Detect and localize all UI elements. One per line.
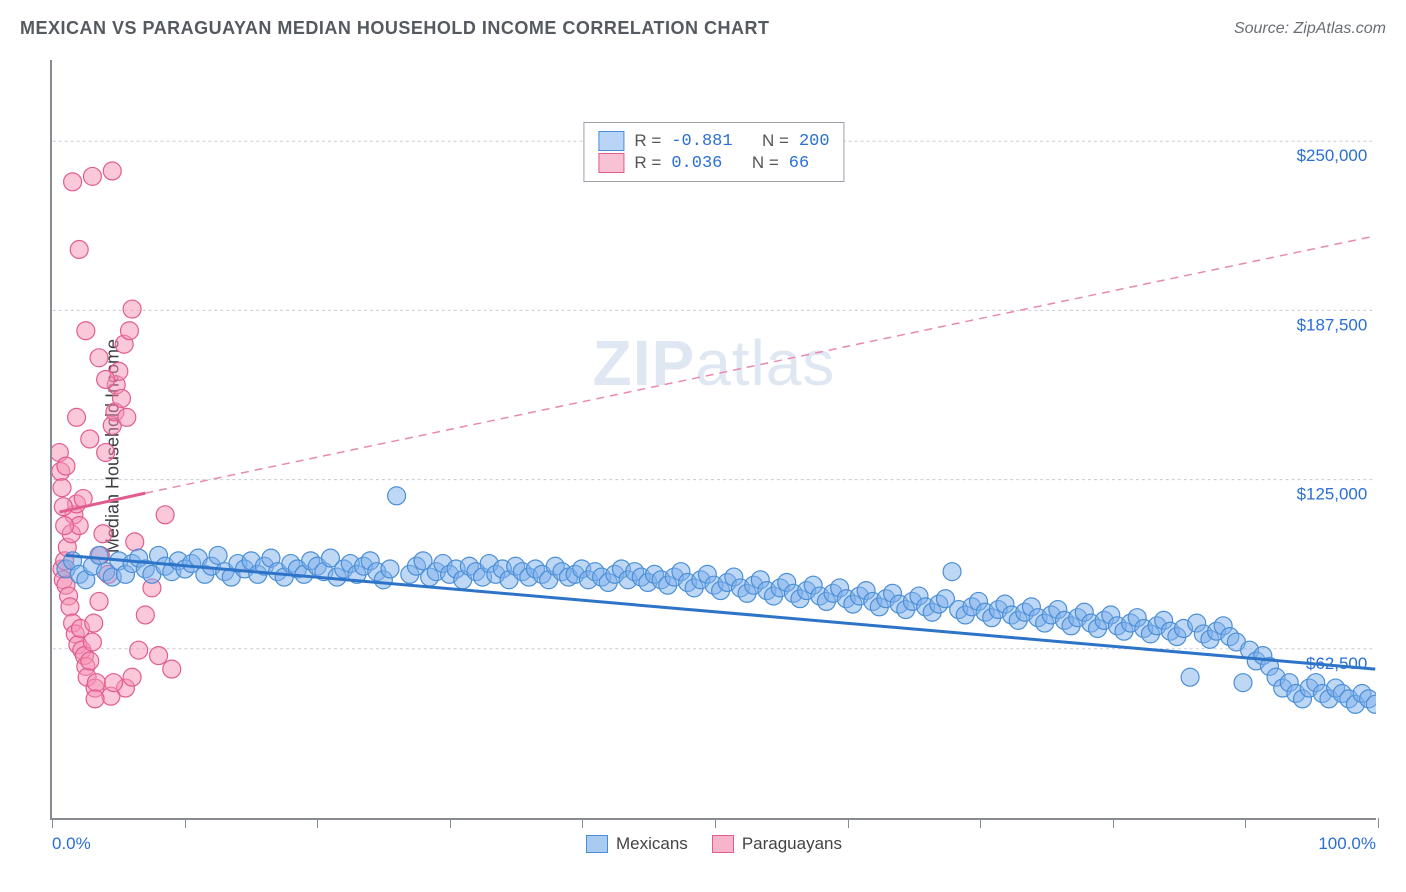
data-point	[64, 173, 82, 191]
x-tick	[715, 818, 716, 828]
chart-title: MEXICAN VS PARAGUAYAN MEDIAN HOUSEHOLD I…	[20, 18, 770, 39]
r-label: R =	[634, 131, 661, 151]
trend-line	[145, 236, 1375, 493]
data-point	[1181, 668, 1199, 686]
x-tick	[980, 818, 981, 828]
legend-swatch	[598, 131, 624, 151]
correlation-legend: R = -0.881 N = 200 R = 0.036 N = 66	[583, 122, 844, 182]
data-point	[83, 167, 101, 185]
data-point	[209, 546, 227, 564]
legend-row: R = -0.881 N = 200	[598, 131, 829, 151]
source-label: Source: ZipAtlas.com	[1234, 20, 1386, 38]
data-point	[61, 598, 79, 616]
data-point	[85, 614, 103, 632]
data-point	[86, 690, 104, 708]
n-value: 200	[799, 132, 830, 151]
data-point	[70, 241, 88, 259]
legend-item: Paraguayans	[712, 834, 842, 854]
data-point	[388, 487, 406, 505]
y-tick-label: $187,500	[1297, 315, 1368, 334]
data-point	[81, 652, 99, 670]
legend-label: Paraguayans	[742, 834, 842, 854]
x-tick	[848, 818, 849, 828]
data-point	[97, 444, 115, 462]
data-point	[381, 560, 399, 578]
x-tick	[1245, 818, 1246, 828]
data-point	[130, 641, 148, 659]
data-point	[90, 546, 108, 564]
data-point	[1234, 674, 1252, 692]
x-tick	[1378, 818, 1379, 828]
data-point	[120, 322, 138, 340]
data-point	[81, 430, 99, 448]
series-legend: Mexicans Paraguayans	[586, 834, 842, 854]
data-point	[97, 370, 115, 388]
data-point	[103, 162, 121, 180]
x-tick	[317, 818, 318, 828]
y-tick-label: $250,000	[1297, 146, 1368, 165]
header: MEXICAN VS PARAGUAYAN MEDIAN HOUSEHOLD I…	[20, 18, 1386, 39]
legend-swatch	[712, 835, 734, 853]
trend-line	[66, 555, 1375, 669]
r-value: -0.881	[671, 132, 732, 151]
data-point	[943, 563, 961, 581]
n-value: 66	[789, 154, 809, 173]
legend-row: R = 0.036 N = 66	[598, 153, 829, 173]
data-point	[53, 479, 71, 497]
legend-swatch	[598, 153, 624, 173]
data-point	[118, 408, 136, 426]
n-label: N =	[752, 153, 779, 173]
data-point	[87, 674, 105, 692]
data-point	[68, 408, 86, 426]
data-point	[123, 300, 141, 318]
data-point	[126, 533, 144, 551]
data-point	[150, 647, 168, 665]
data-point	[83, 633, 101, 651]
data-point	[54, 498, 72, 516]
x-axis-min-label: 0.0%	[52, 834, 91, 854]
data-point	[136, 606, 154, 624]
legend-swatch	[586, 835, 608, 853]
x-tick	[185, 818, 186, 828]
chart-container: MEXICAN VS PARAGUAYAN MEDIAN HOUSEHOLD I…	[0, 0, 1406, 892]
x-tick	[582, 818, 583, 828]
legend-item: Mexicans	[586, 834, 688, 854]
data-point	[90, 592, 108, 610]
data-point	[90, 349, 108, 367]
x-tick	[450, 818, 451, 828]
data-point	[94, 525, 112, 543]
data-point	[163, 660, 181, 678]
data-point	[105, 674, 123, 692]
data-point	[57, 457, 75, 475]
r-value: 0.036	[671, 154, 722, 173]
legend-label: Mexicans	[616, 834, 688, 854]
x-tick	[52, 818, 53, 828]
data-point	[156, 506, 174, 524]
data-point	[77, 322, 95, 340]
data-point	[56, 517, 74, 535]
y-tick-label: $125,000	[1297, 485, 1368, 504]
r-label: R =	[634, 153, 661, 173]
x-tick	[1113, 818, 1114, 828]
data-point	[123, 668, 141, 686]
n-label: N =	[762, 131, 789, 151]
plot-area: ZIPatlas $62,500$125,000$187,500$250,000…	[50, 60, 1376, 820]
x-axis-max-label: 100.0%	[1318, 834, 1376, 854]
data-point	[113, 389, 131, 407]
